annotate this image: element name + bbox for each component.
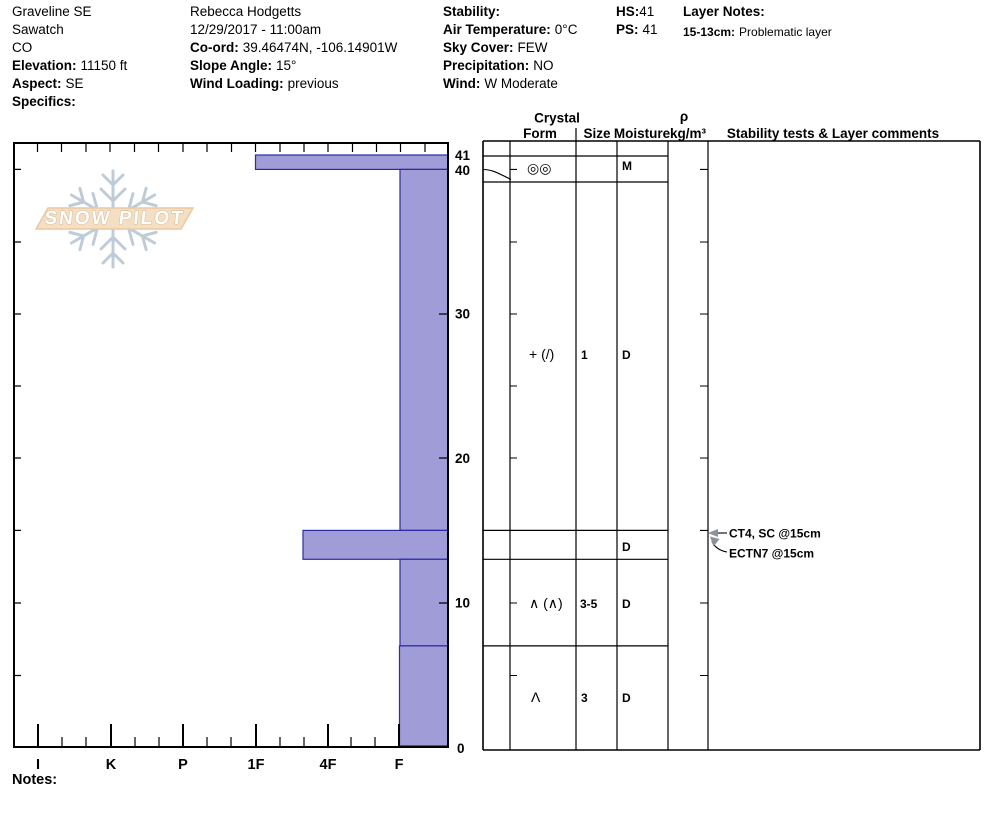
logo-wordmark: SNOW PILOT <box>43 208 186 229</box>
layer-bar-15-13 <box>302 529 449 560</box>
header-density-rho: ρ <box>680 109 688 124</box>
site-name: Graveline SE <box>12 4 92 19</box>
snowpilot-logo: SNOW PILOT <box>34 169 195 269</box>
depth-label-30: 30 <box>455 307 470 322</box>
layer-table-cells: ◎◎ M + (/) 1 D D ∧ (∧) 3-5 D Ʌ 3 D <box>527 159 632 705</box>
wind: Wind: W Moderate <box>443 76 558 91</box>
hardness-label-I: I <box>36 757 40 773</box>
size-cell-layer5: 3 <box>581 691 588 705</box>
depth-axis-labels: 41 40 30 20 10 0 <box>455 148 471 756</box>
form-cell-layer1: ◎◎ <box>527 160 551 176</box>
hardness-label-F: F <box>395 757 404 773</box>
annotation-arrowhead-2-icon <box>710 536 720 547</box>
layer-table-grid <box>482 128 981 751</box>
annotation-arrowhead-1-icon <box>708 529 718 537</box>
stability-test-annotations: CT4, SC @15cm ECTN7 @15cm <box>708 527 821 561</box>
pit-depth: PS: 41 <box>616 22 658 37</box>
bottom-axis-major-ticks <box>37 724 400 747</box>
hardness-label-4F: 4F <box>320 757 337 773</box>
comments-column-depth-ticks <box>700 168 708 677</box>
site-range: Sawatch <box>12 22 64 37</box>
moisture-cell-layer2: D <box>622 348 631 362</box>
header-comments: Stability tests & Layer comments <box>727 126 939 141</box>
bottom-axis-minor-ticks <box>61 737 376 747</box>
precipitation: Precipitation: NO <box>443 58 554 73</box>
depth-label-0: 0 <box>457 741 465 756</box>
form-cell-layer5: Ʌ <box>531 689 541 705</box>
depth-label-41: 41 <box>455 148 471 163</box>
coordinates: Co-ord: 39.46474N, -106.14901W <box>190 40 398 55</box>
hardness-label-K: K <box>106 757 117 773</box>
size-cell-layer2: 1 <box>581 348 588 362</box>
stability-test-2: ECTN7 @15cm <box>729 547 814 561</box>
observation-datetime: 12/29/2017 - 11:00am <box>190 22 322 37</box>
site-state: CO <box>12 40 33 55</box>
form-cell-layer2: + (/) <box>529 346 554 362</box>
top-axis-ticks <box>36 143 426 152</box>
wind-loading: Wind Loading: previous <box>190 76 339 91</box>
logo-banner <box>34 207 195 230</box>
layer-bar-7-0 <box>398 645 449 747</box>
site-specifics: Specifics: <box>12 94 76 109</box>
stability-test-1: CT4, SC @15cm <box>729 527 821 541</box>
sky-cover: Sky Cover: FEW <box>443 40 548 55</box>
header-density-units: kg/m³ <box>670 126 707 141</box>
hardness-label-P: P <box>178 757 188 773</box>
layer-notes-title: Layer Notes: <box>683 4 765 19</box>
header-form: Form <box>523 126 557 141</box>
slope-angle: Slope Angle: 15° <box>190 58 297 73</box>
moisture-cell-layer1: M <box>622 159 632 173</box>
layer-bar-41-40 <box>254 154 449 170</box>
size-cell-layer4: 3-5 <box>580 597 598 611</box>
header-size: Size <box>583 126 611 141</box>
stability: Stability: <box>443 4 501 19</box>
air-temperature: Air Temperature: 0°C <box>443 22 578 37</box>
site-aspect: Aspect: SE <box>12 76 84 91</box>
hardness-axis-labels: I K P 1F 4F F <box>36 757 404 773</box>
form-cell-layer4: ∧ (∧) <box>529 595 563 611</box>
height-of-snow: HS:41 <box>616 4 655 19</box>
snow-layer-bars <box>254 154 449 747</box>
form-column-depth-ticks <box>510 168 517 677</box>
layer-note: 15-13cm: Problematic layer <box>683 25 832 39</box>
depth-label-20: 20 <box>455 451 470 466</box>
header-moisture: Moisture <box>614 126 671 141</box>
moisture-cell-layer3: D <box>622 540 631 554</box>
moisture-cell-layer4: D <box>622 597 631 611</box>
surface-connector-line <box>482 168 512 180</box>
layer-bar-40-15 <box>399 168 449 531</box>
depth-label-40: 40 <box>455 163 470 178</box>
depth-label-10: 10 <box>455 596 470 611</box>
layer-table-headers: Crystal Form Size Moisture ρ kg/m³ Stabi… <box>523 109 939 141</box>
site-elevation: Elevation: 11150 ft <box>12 58 128 73</box>
left-depth-ticks <box>14 168 21 677</box>
moisture-cell-layer5: D <box>622 691 631 705</box>
observer-name: Rebecca Hodgetts <box>190 4 302 19</box>
right-depth-ticks <box>439 313 448 604</box>
hardness-label-1F: 1F <box>248 757 265 773</box>
header-crystal: Crystal <box>534 111 580 126</box>
notes-label: Notes: <box>12 772 57 788</box>
